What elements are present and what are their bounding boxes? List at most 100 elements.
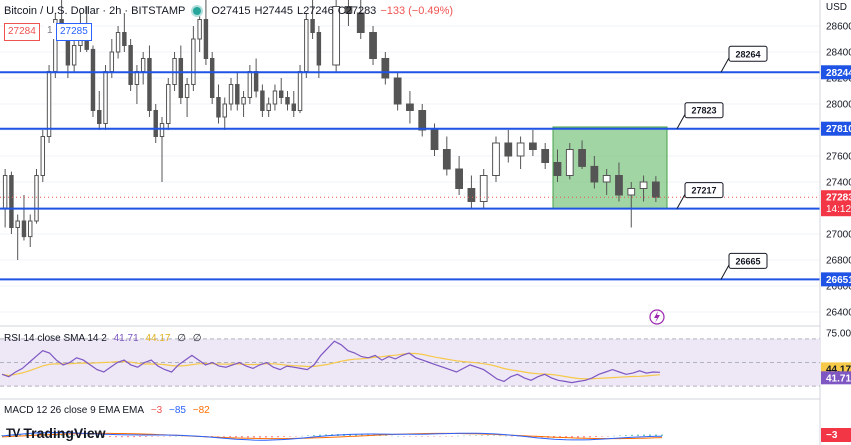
macd-histogram-bar bbox=[565, 436, 567, 439]
candle-body bbox=[203, 19, 209, 59]
level-axis-label: 28244 bbox=[826, 68, 851, 79]
candle-body bbox=[272, 90, 278, 105]
sell-price-button[interactable]: 27284 bbox=[4, 23, 40, 41]
y-tick-label: 28600 bbox=[826, 22, 851, 33]
macd-legend-title: MACD 12 26 close 9 EMA EMA bbox=[4, 405, 145, 416]
candle-body bbox=[115, 32, 121, 53]
candle-body bbox=[479, 175, 488, 202]
candle-body bbox=[40, 136, 46, 176]
y-tick-label: 26800 bbox=[826, 256, 851, 267]
candle-body bbox=[140, 58, 146, 72]
rsi-legend-extra-2: ∅ bbox=[192, 333, 202, 344]
rsi-legend-extra-1: ∅ bbox=[177, 333, 186, 344]
spread-value: 1 bbox=[44, 23, 56, 39]
macd-histogram-bar bbox=[265, 436, 267, 438]
macd-histogram-bar bbox=[637, 434, 639, 436]
macd-line bbox=[1, 431, 663, 441]
y-tick-label: 27400 bbox=[826, 178, 851, 189]
macd-histogram-bar bbox=[175, 435, 177, 437]
macd-histogram-bar bbox=[319, 434, 321, 436]
macd-histogram-bar bbox=[97, 436, 99, 437]
y-tick-label: 28000 bbox=[826, 100, 851, 111]
candle-body bbox=[216, 97, 221, 118]
macd-histogram-bar bbox=[151, 436, 153, 437]
currency-label[interactable]: USD bbox=[825, 2, 847, 13]
macd-histogram-bar bbox=[301, 435, 303, 437]
buy-price-button[interactable]: 27285 bbox=[56, 23, 92, 41]
alert-lightning-icon[interactable] bbox=[649, 309, 665, 325]
level-axis-tag[interactable] bbox=[821, 121, 851, 136]
candle-body bbox=[504, 142, 513, 157]
candle-body bbox=[430, 129, 439, 150]
candle-body bbox=[406, 103, 414, 111]
candle-body bbox=[304, 19, 309, 72]
macd-histogram-bar bbox=[277, 436, 279, 438]
macd-histogram-bar bbox=[409, 436, 411, 437]
candle-body bbox=[310, 19, 315, 33]
macd-histogram-bar bbox=[463, 435, 465, 437]
ohlc-close: C27283 bbox=[337, 5, 377, 17]
macd-histogram-bar bbox=[355, 434, 357, 436]
rsi-legend[interactable]: RSI 14 close SMA 14 2 41.71 44.17 ∅ ∅ bbox=[4, 333, 205, 344]
candle-body bbox=[565, 149, 574, 176]
horizontal-levels[interactable]: 28264 27823 27217 26665 bbox=[0, 45, 820, 325]
macd-histogram-bar bbox=[247, 436, 249, 438]
candle-body bbox=[128, 45, 133, 85]
candle-body bbox=[316, 32, 322, 66]
candle-body bbox=[228, 84, 234, 105]
macd-pane[interactable]: −3 bbox=[1, 428, 851, 442]
macd-histogram-bar bbox=[109, 436, 111, 438]
callout-box[interactable] bbox=[684, 102, 724, 119]
macd-histogram-bar bbox=[325, 434, 327, 436]
level-axis-tag[interactable] bbox=[821, 272, 851, 287]
candle-body bbox=[516, 142, 525, 157]
symbol-title[interactable]: Bitcoin / U.S. Dollar · 2h · BITSTAMP bbox=[4, 5, 186, 17]
tradingview-mark-icon: TV bbox=[6, 426, 20, 440]
level-axis-tag[interactable] bbox=[821, 65, 851, 80]
candle-body bbox=[197, 19, 202, 40]
macd-histogram-bar bbox=[61, 434, 63, 436]
macd-histogram-bar bbox=[505, 435, 507, 437]
candle-body bbox=[651, 181, 660, 198]
lightning-bolt bbox=[654, 311, 660, 323]
y-tick-label: 28400 bbox=[826, 48, 851, 59]
macd-histogram-bar bbox=[163, 436, 165, 437]
callout-box[interactable] bbox=[728, 252, 768, 269]
macd-histogram-bar bbox=[625, 435, 627, 436]
macd-histogram-bar bbox=[229, 436, 231, 437]
candle-body bbox=[184, 84, 190, 98]
candle-body bbox=[247, 71, 253, 98]
callout-box[interactable] bbox=[684, 182, 724, 199]
macd-histogram-bar bbox=[571, 436, 573, 439]
macd-histogram-bar bbox=[145, 436, 147, 437]
macd-histogram-bar bbox=[349, 433, 351, 436]
ohlc-low: L27246 bbox=[297, 5, 334, 17]
candle-body bbox=[2, 175, 8, 209]
candle-body bbox=[291, 103, 296, 111]
candle-body bbox=[235, 84, 240, 105]
candle-body bbox=[147, 58, 152, 111]
tradingview-logo[interactable]: TV TradingView bbox=[6, 425, 106, 441]
chart-header: Bitcoin / U.S. Dollar · 2h · BITSTAMP O2… bbox=[0, 0, 560, 22]
y-tick-label: 27000 bbox=[826, 230, 851, 241]
macd-histogram-bar bbox=[631, 434, 633, 436]
y-tick-label: 26400 bbox=[826, 308, 851, 319]
macd-histogram-bar bbox=[241, 436, 243, 438]
current-price-tag[interactable] bbox=[821, 190, 851, 217]
macd-legend-value-2: −85 bbox=[169, 405, 186, 416]
candle-body bbox=[627, 188, 636, 196]
candle-body bbox=[71, 45, 77, 66]
macd-histogram-bar bbox=[133, 436, 135, 438]
callout-box[interactable] bbox=[728, 45, 768, 62]
candle-body bbox=[209, 58, 215, 98]
candle-body bbox=[9, 175, 14, 228]
macd-histogram-bar bbox=[91, 436, 93, 437]
candle-body bbox=[553, 162, 562, 176]
macd-histogram-bar bbox=[289, 436, 291, 437]
candle-body bbox=[418, 110, 427, 131]
macd-legend[interactable]: MACD 12 26 close 9 EMA EMA −3 −85 −82 bbox=[4, 405, 214, 416]
candle-body bbox=[369, 32, 377, 59]
callout-label: 28264 bbox=[735, 49, 760, 59]
